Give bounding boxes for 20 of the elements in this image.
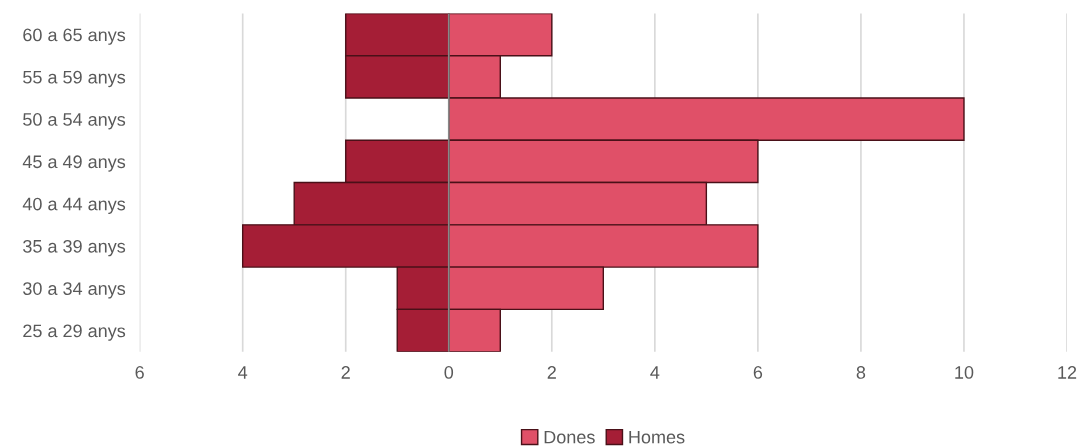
y-tick-label: 50 a 54 anys [23, 113, 126, 130]
x-tick-label: 8 [856, 366, 866, 379]
y-tick-label: 55 a 59 anys [23, 70, 126, 88]
x-tick-label: 4 [238, 366, 248, 379]
legend-label: Dones [544, 430, 595, 444]
x-tick-label: 2 [341, 366, 350, 379]
legend-label: Homes [629, 430, 685, 444]
y-tick-label: 25 a 29 anys [23, 324, 126, 341]
y-tick-label: 45 a 49 anys [22, 155, 126, 172]
y-tick-label: 40 a 44 anys [22, 197, 126, 214]
x-tick-label: 2 [547, 366, 556, 379]
y-tick-label: 35 a 39 anys [23, 239, 126, 257]
x-tick-label: 6 [135, 366, 144, 379]
y-tick-label: 30 a 34 anys [23, 282, 126, 299]
y-tick-label: 60 a 65 anys [23, 28, 126, 45]
x-tick-label: 10 [955, 366, 974, 379]
x-tick-label: 12 [1058, 366, 1077, 379]
x-tick-label: 6 [753, 366, 763, 379]
x-tick-label: 4 [650, 366, 660, 379]
x-tick-label: 0 [444, 366, 454, 379]
